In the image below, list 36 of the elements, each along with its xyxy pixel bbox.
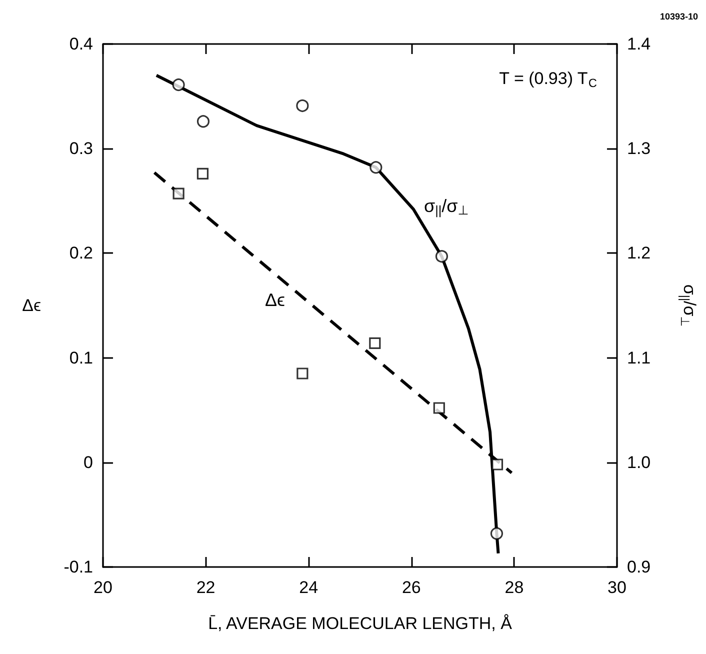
y-tick-label: 0: [84, 452, 93, 472]
point: [196, 168, 209, 180]
point: [433, 402, 445, 414]
x-tick-label: 28: [504, 578, 524, 597]
point: [296, 368, 308, 380]
y-tick-label: -0.1: [64, 558, 93, 576]
y2-tick-label: 0.9: [627, 558, 651, 576]
x-tick-label: 20: [94, 578, 112, 597]
x-axis-title: L̄, AVERAGE MOLECULAR LENGTH, Å: [208, 614, 513, 633]
point: [296, 99, 309, 112]
x-tick-label: 24: [299, 578, 318, 597]
x-tick-label: 26: [402, 578, 421, 597]
x-tick-label: 30: [608, 578, 626, 597]
point: [172, 78, 185, 92]
point: [196, 115, 210, 128]
y-tick-label: 0.3: [69, 139, 93, 158]
point: [369, 337, 381, 349]
point: [435, 250, 448, 263]
y2-tick-label: 1.1: [627, 348, 651, 368]
y2-tick-label: 1.3: [627, 139, 651, 158]
annotation: Δϵ: [265, 290, 286, 310]
y-tick-label: 0.2: [69, 244, 93, 263]
annotation: σ||/σ⊥: [424, 196, 469, 218]
point: [370, 161, 382, 174]
point: [172, 188, 184, 200]
y2-tick-label: 1.4: [627, 34, 651, 54]
y-tick-label: 0.1: [69, 348, 93, 368]
y2-tick-label: 1.0: [627, 452, 651, 472]
y2-tick-label: 1.2: [627, 244, 651, 263]
y-axis-title: Δϵ: [22, 296, 41, 315]
y-tick-label: 0.4: [69, 34, 93, 54]
y2-axis-title: σ||/σ⊥: [678, 284, 699, 327]
point: [490, 527, 504, 540]
x-tick-label: 22: [196, 578, 216, 597]
point: [491, 458, 504, 470]
text: 10393-10: [660, 12, 698, 22]
